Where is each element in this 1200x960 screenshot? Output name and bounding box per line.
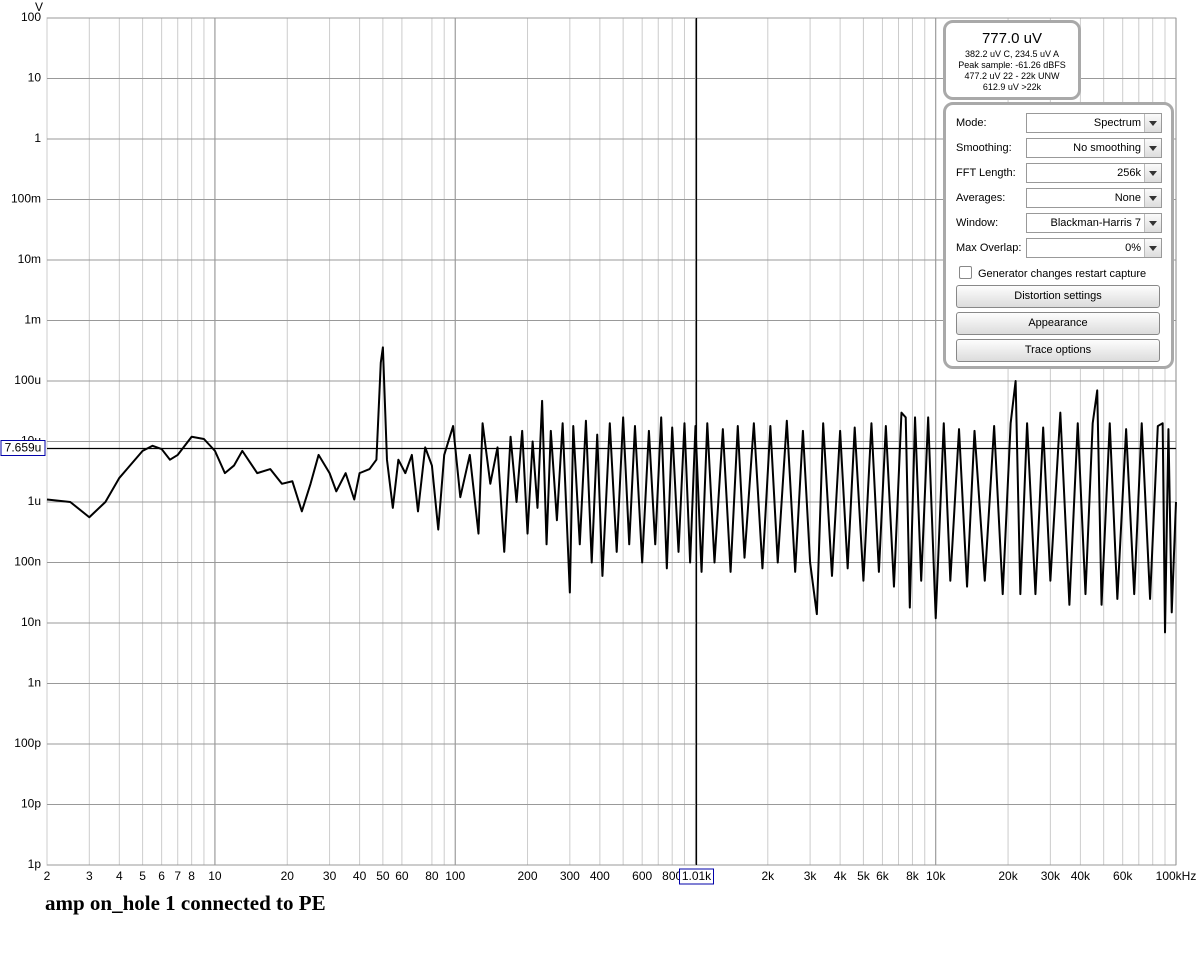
control-row: Smoothing: No smoothing [956,138,1162,158]
dropdown-value: Blackman-Harris 7 [1050,217,1141,229]
x-tick-label: 7 [174,869,181,883]
x-tick-label: 80 [425,869,439,883]
y-tick-label: 100u [14,373,41,387]
control-row: Mode: Spectrum [956,113,1162,133]
readout-line: Peak sample: -61.26 dBFS [958,60,1066,70]
cursor-x-label: 1.01k [682,869,712,883]
control-label: Averages: [956,192,1006,204]
x-tick-label: 100kHz [1156,869,1197,883]
dropdown[interactable]: Blackman-Harris 7 [1026,213,1162,233]
dropdown-value: No smoothing [1073,142,1141,154]
x-tick-label: 2k [761,869,775,883]
x-tick-label: 20k [998,869,1018,883]
checkbox[interactable]: Generator changes restart capture [959,266,1146,280]
button[interactable]: Trace options [956,339,1160,362]
x-tick-label: 4k [834,869,848,883]
readout-line: 612.9 uV >22k [982,82,1042,92]
control-label: Smoothing: [956,142,1012,154]
x-tick-label: 400 [590,869,610,883]
readout-panel: 777.0 uV 382.2 uV C, 234.5 uV A Peak sam… [943,20,1081,100]
chart-title: amp on_hole 1 connected to PE [45,891,326,915]
x-tick-label: 3k [804,869,818,883]
y-tick-label: 1p [28,857,42,871]
y-tick-label: 10n [21,615,41,629]
dropdown[interactable]: None [1026,188,1162,208]
x-tick-label: 5k [857,869,871,883]
y-tick-label: 1m [24,313,41,327]
button[interactable]: Distortion settings [956,285,1160,308]
y-tick-label: 100n [14,555,41,569]
y-tick-label: 1 [34,131,41,145]
control-label: Window: [956,217,999,229]
x-tick-label: 40k [1071,869,1091,883]
x-tick-label: 300 [560,869,580,883]
x-tick-label: 800 [662,869,682,883]
control-label: Max Overlap: [956,242,1022,254]
cursor-x-box [679,868,715,885]
x-tick-label: 100 [445,869,465,883]
x-tick-label: 200 [518,869,538,883]
y-tick-label: 10m [18,252,41,266]
x-tick-label: 6 [158,869,165,883]
dropdown[interactable]: Spectrum [1026,113,1162,133]
x-tick-label: 4 [116,869,123,883]
x-tick-label: 60k [1113,869,1133,883]
dropdown[interactable]: 256k [1026,163,1162,183]
x-tick-label: 2 [44,869,51,883]
y-tick-label: 1n [28,676,41,690]
x-tick-label: 8 [188,869,195,883]
x-tick-label: 20 [281,869,295,883]
x-tick-label: 60 [395,869,409,883]
y-tick-label: 100m [11,192,41,206]
x-tick-label: 50 [376,869,390,883]
dropdown[interactable]: 0% [1026,238,1162,258]
checkbox-label: Generator changes restart capture [978,268,1147,280]
y-tick-label: 100p [14,736,41,750]
x-tick-label: 10k [926,869,946,883]
control-row: FFT Length: 256k [956,163,1162,183]
x-tick-label: 3 [86,869,93,883]
controls-panel: Mode: Spectrum Smoothing: No smoothing FFT… [943,102,1174,369]
x-tick-label: 600 [632,869,652,883]
control-row: Window: Blackman-Harris 7 [956,213,1162,233]
y-tick-label: 1u [28,494,41,508]
button[interactable]: Appearance [956,312,1160,335]
x-tick-label: 6k [876,869,890,883]
dropdown[interactable]: No smoothing [1026,138,1162,158]
dropdown-value: 256k [1117,167,1141,179]
dropdown-value: Spectrum [1093,117,1141,129]
dropdown-value: None [1114,192,1141,204]
readout-line: 477.2 uV 22 - 22k UNW [964,71,1060,81]
cursor-y-label: 7.659u [5,441,42,455]
x-tick-label: 30 [323,869,337,883]
x-tick-label: 40 [353,869,367,883]
readout-line: 382.2 uV C, 234.5 uV A [964,49,1060,59]
y-axis-unit: V [35,0,43,14]
control-row: Max Overlap: 0% [956,238,1162,258]
y-tick-label: 10 [28,71,42,85]
y-tick-label: 100 [21,10,41,24]
x-tick-label: 8k [906,869,920,883]
control-row: Averages: None [956,188,1162,208]
dropdown-value: 0% [1125,242,1141,254]
cursor-y-box [0,440,46,457]
control-label: Mode: [956,117,987,129]
x-tick-label: 10 [208,869,222,883]
y-tick-label: 10p [21,797,41,811]
readout-main: 777.0 uV [981,30,1043,47]
control-label: FFT Length: [956,167,1016,179]
x-tick-label: 5 [139,869,146,883]
x-tick-label: 30k [1041,869,1061,883]
spectrum-line [46,346,1177,634]
